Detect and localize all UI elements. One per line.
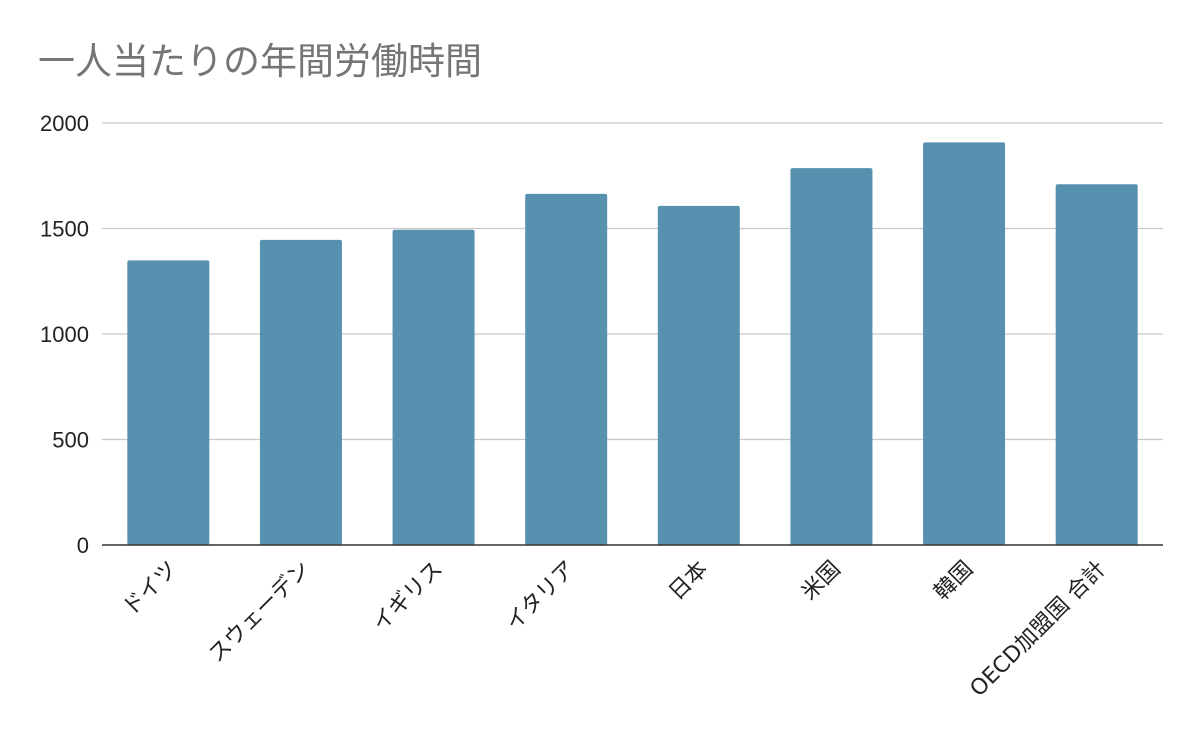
bar	[1055, 184, 1138, 545]
chart-title: 一人当たりの年間労働時間	[38, 40, 482, 83]
bar	[525, 193, 608, 545]
bar	[392, 229, 475, 546]
bar	[127, 260, 210, 545]
bar	[657, 205, 740, 545]
y-axis-ticks: 0 500 1000 1500 2000	[40, 111, 89, 558]
x-tick-label: スウェーデン	[204, 557, 315, 668]
x-tick-label: イタリア	[501, 557, 580, 636]
bars	[127, 142, 1138, 546]
bar	[259, 239, 342, 546]
x-tick-label: 日本	[664, 557, 713, 606]
x-tick-label: イギリス	[368, 557, 448, 637]
y-tick-label: 1000	[40, 322, 89, 347]
x-tick-label: 韓国	[930, 557, 979, 606]
x-tick-label: ドイツ	[118, 557, 182, 621]
bar	[790, 168, 873, 546]
bar	[923, 142, 1006, 546]
y-tick-label: 1500	[40, 217, 89, 242]
x-tick-label: 米国	[797, 557, 846, 606]
y-tick-label: 2000	[40, 111, 89, 136]
x-tick-label: OECD加盟国 合計	[966, 557, 1111, 702]
y-tick-label: 0	[77, 533, 89, 558]
y-tick-label: 500	[52, 428, 89, 453]
